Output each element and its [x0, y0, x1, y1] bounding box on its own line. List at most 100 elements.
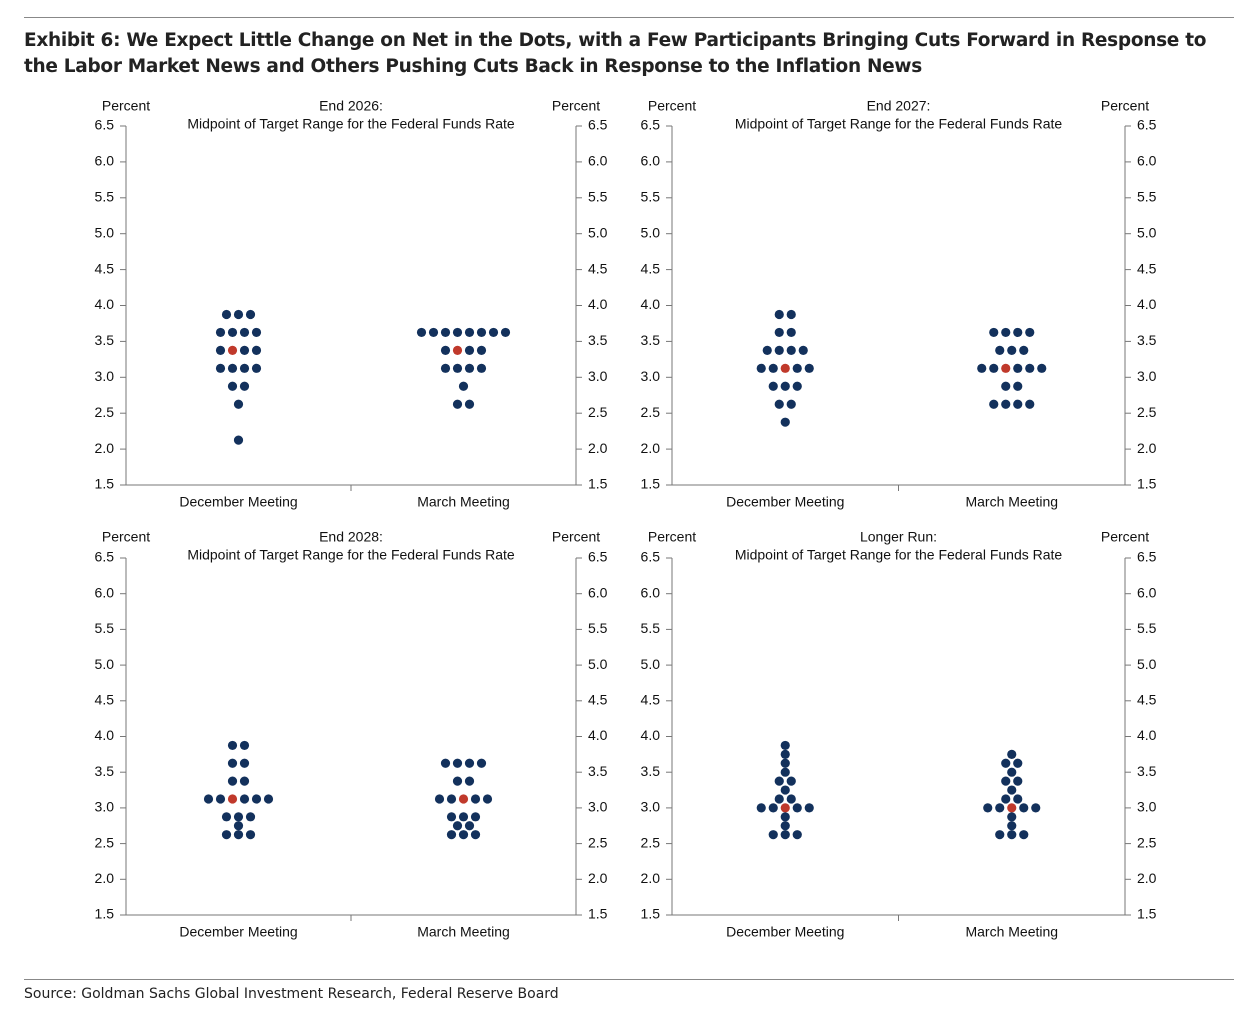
- dot: [251, 794, 262, 804]
- y-tick-label: 6.0: [641, 584, 661, 600]
- y2-tick-label: 4.5: [1137, 692, 1157, 708]
- median-dot: [1001, 363, 1011, 373]
- dot: [1007, 767, 1017, 777]
- dot: [227, 363, 238, 373]
- dot: [786, 309, 796, 320]
- dot: [774, 399, 784, 409]
- dot: [804, 803, 814, 813]
- dot: [239, 776, 250, 786]
- y-tick-label: 4.5: [95, 692, 115, 708]
- dot: [786, 345, 796, 355]
- y2-axis-label: Percent: [552, 98, 600, 114]
- dot: [215, 794, 226, 804]
- chart-subtitle: Midpoint of Target Range for the Federal…: [187, 547, 515, 563]
- y2-tick-label: 5.0: [1137, 656, 1157, 672]
- y2-tick-label: 5.5: [1137, 620, 1157, 636]
- dot: [464, 345, 475, 355]
- dot: [768, 381, 778, 391]
- y-tick-label: 4.5: [95, 260, 115, 276]
- y2-tick-label: 5.5: [588, 189, 608, 205]
- y2-tick-label: 3.5: [588, 763, 608, 779]
- y-tick-label: 3.5: [641, 332, 661, 348]
- y2-tick-label: 1.5: [1137, 476, 1157, 492]
- dot: [245, 309, 256, 320]
- dot: [239, 758, 250, 768]
- dot: [1019, 345, 1029, 355]
- dot: [440, 327, 451, 338]
- dot: [1013, 381, 1023, 391]
- dot: [239, 345, 250, 355]
- y-tick-label: 4.0: [641, 727, 661, 743]
- y-tick-label: 3.0: [641, 368, 661, 384]
- y-axis-label: Percent: [648, 529, 696, 545]
- y2-tick-label: 3.5: [1137, 332, 1157, 348]
- dot: [1025, 399, 1035, 409]
- y2-tick-label: 3.5: [1137, 763, 1157, 779]
- y-tick-label: 4.5: [641, 260, 661, 276]
- dot: [774, 794, 784, 804]
- y-tick-label: 2.0: [95, 440, 115, 456]
- dot: [440, 758, 451, 768]
- dot: [780, 758, 790, 768]
- dot: [798, 345, 808, 355]
- dot: [233, 812, 244, 822]
- x-tick-label: March Meeting: [965, 494, 1058, 510]
- y-tick-label: 2.0: [641, 870, 661, 886]
- y2-axis-label: Percent: [1101, 98, 1149, 114]
- dot: [476, 345, 487, 355]
- dot: [215, 345, 226, 355]
- y2-tick-label: 2.5: [1137, 834, 1157, 850]
- dot: [233, 309, 244, 320]
- y2-tick-label: 2.0: [588, 870, 608, 886]
- dot: [239, 381, 250, 391]
- y-tick-label: 5.0: [95, 224, 115, 240]
- dot: [995, 803, 1005, 813]
- dot: [1031, 803, 1041, 813]
- dot: [762, 345, 772, 355]
- dot: [458, 381, 469, 391]
- y-tick-label: 5.5: [95, 189, 115, 205]
- exhibit-title: Exhibit 6: We Expect Little Change on Ne…: [24, 30, 1207, 77]
- dot: [452, 327, 463, 338]
- dot: [989, 399, 999, 409]
- chart-subtitle: Midpoint of Target Range for the Federal…: [735, 547, 1063, 563]
- dot: [452, 363, 463, 373]
- y-tick-label: 4.5: [641, 692, 661, 708]
- source-note: Source: Goldman Sachs Global Investment …: [24, 986, 559, 1002]
- y2-tick-label: 5.0: [588, 224, 608, 240]
- x-tick-label: December Meeting: [726, 924, 844, 940]
- y-tick-label: 3.5: [641, 763, 661, 779]
- dot: [1001, 758, 1011, 768]
- dot: [416, 327, 427, 338]
- dot: [245, 812, 256, 822]
- y-tick-label: 6.5: [95, 117, 115, 133]
- dot: [1037, 363, 1047, 373]
- chart-title: End 2028:: [319, 529, 383, 545]
- y2-tick-label: 1.5: [1137, 906, 1157, 922]
- dot: [989, 327, 999, 338]
- dot: [786, 794, 796, 804]
- y2-tick-label: 5.0: [1137, 224, 1157, 240]
- dot: [233, 435, 244, 445]
- dot: [482, 794, 493, 804]
- y2-tick-label: 6.5: [1137, 549, 1157, 565]
- y-axis-label: Percent: [102, 529, 150, 545]
- dot: [464, 821, 475, 831]
- dot: [446, 830, 457, 840]
- x-tick-label: March Meeting: [417, 924, 510, 940]
- y2-tick-label: 2.0: [1137, 870, 1157, 886]
- y-tick-label: 3.5: [95, 332, 115, 348]
- y-tick-label: 1.5: [641, 906, 661, 922]
- dot: [1013, 363, 1023, 373]
- y2-tick-label: 1.5: [588, 476, 608, 492]
- dot: [251, 327, 262, 338]
- y2-tick-label: 5.5: [1137, 189, 1157, 205]
- dot: [1013, 758, 1023, 768]
- y-axis-label: Percent: [648, 98, 696, 114]
- dot: [470, 794, 481, 804]
- x-tick-label: March Meeting: [417, 494, 510, 510]
- dot: [233, 399, 244, 409]
- y2-tick-label: 4.0: [588, 727, 608, 743]
- dot: [233, 830, 244, 840]
- y-tick-label: 3.0: [95, 799, 115, 815]
